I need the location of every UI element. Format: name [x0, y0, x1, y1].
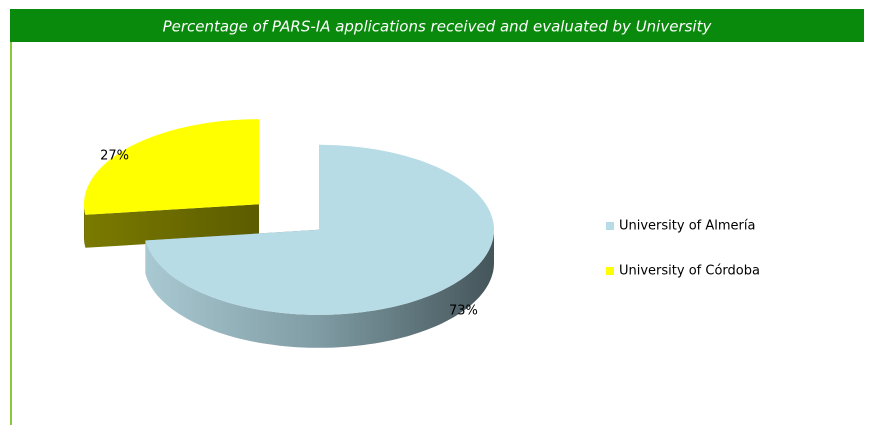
legend-swatch — [606, 222, 614, 230]
data-label: 27% — [100, 149, 129, 164]
slice — [84, 119, 259, 215]
title-bar — [10, 9, 864, 42]
legend-swatch — [606, 267, 614, 275]
data-label: 73% — [449, 303, 478, 318]
chart-title: Percentage of PARS-IA applications recei… — [163, 18, 713, 36]
legend-label: University of Córdoba — [619, 264, 760, 279]
legend-label: University of Almería — [619, 219, 755, 234]
slice — [145, 144, 494, 315]
slice-side — [84, 204, 86, 248]
slice-side — [145, 229, 494, 348]
